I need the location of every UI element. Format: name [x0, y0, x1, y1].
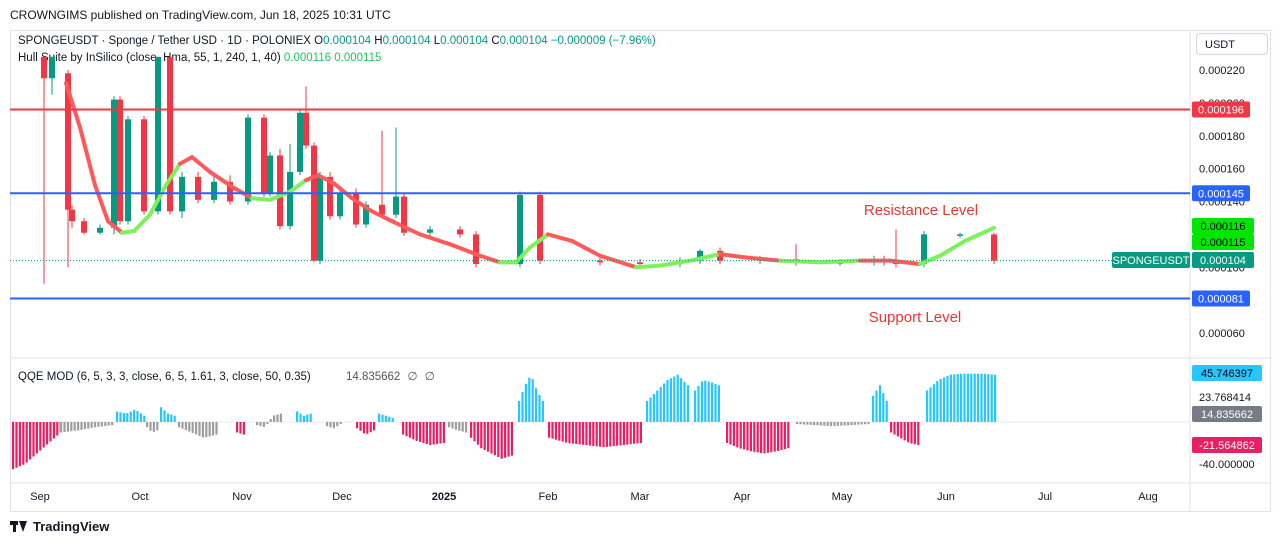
qqe-na-2: ∅ — [424, 371, 435, 383]
symbol-legend: SPONGEUSDT · Sponge / Tether USD · 1D · … — [18, 35, 656, 47]
currency-selector[interactable]: USDT — [1196, 33, 1268, 55]
publisher-header: CROWNGIMS published on TradingView.com, … — [10, 8, 391, 22]
tradingview-logo[interactable]: TradingView — [10, 519, 109, 534]
qqe-name[interactable]: QQE MOD (6, 5, 3, 3, close, 6, 5, 1.61, … — [18, 371, 311, 383]
close-value: 0.000104 — [499, 35, 548, 47]
low-value: 0.000104 — [440, 35, 489, 47]
high-label: H — [374, 35, 383, 47]
hull-name[interactable]: Hull Suite by InSilico (close, Hma, 55, … — [18, 52, 281, 64]
high-value: 0.000104 — [382, 35, 431, 47]
qqe-na-1: ∅ — [407, 371, 418, 383]
qqe-legend: QQE MOD (6, 5, 3, 3, close, 6, 5, 1.61, … — [18, 369, 435, 383]
open-label: O — [314, 35, 324, 47]
qqe-value: 14.835662 — [345, 371, 401, 383]
chart-frame[interactable] — [10, 30, 1271, 512]
hull-legend: Hull Suite by InSilico (close, Hma, 55, … — [18, 52, 381, 64]
open-value: 0.000104 — [323, 35, 372, 47]
hull-value-1: 0.000116 — [283, 52, 332, 64]
change-value: −0.000009 (−7.96%) — [550, 35, 656, 47]
tradingview-brand: TradingView — [33, 519, 110, 534]
tradingview-logo-icon — [10, 521, 28, 532]
hull-value-2: 0.000115 — [334, 52, 382, 64]
symbol-name[interactable]: SPONGEUSDT · Sponge / Tether USD · 1D · … — [18, 35, 311, 47]
close-label: C — [491, 35, 500, 47]
low-label: L — [433, 35, 441, 47]
